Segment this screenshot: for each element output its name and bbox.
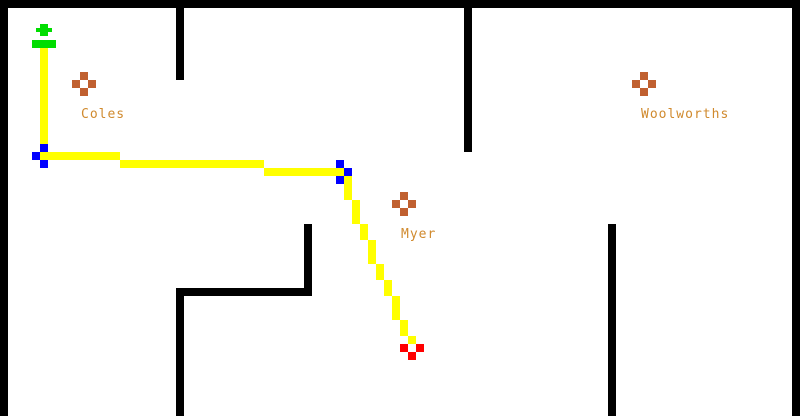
store-diamond-icon	[632, 72, 656, 96]
store-label-myer: Myer	[401, 227, 437, 242]
wall-inner-horizontal	[176, 288, 312, 296]
store-diamond-icon	[392, 192, 416, 216]
waypoint-cross-icon	[32, 144, 48, 168]
store-label-woolworths: Woolworths	[641, 107, 730, 122]
waypoint-cross-icon	[336, 160, 352, 184]
route-segment	[392, 296, 400, 320]
route-segment	[344, 176, 352, 200]
wall-right	[792, 0, 800, 416]
wall-woolworths-divider	[464, 8, 472, 152]
store-label-coles: Coles	[81, 107, 126, 122]
route-path	[40, 40, 416, 344]
destination-cross-icon	[400, 344, 424, 360]
route-segment	[120, 160, 264, 168]
wall-inner-lower-left	[176, 288, 184, 416]
route-segment	[360, 224, 368, 240]
store-diamond-icon	[72, 72, 96, 96]
start-arrow-icon	[32, 24, 56, 48]
wall-inner-vertical	[304, 224, 312, 296]
route-segment	[352, 200, 360, 224]
wall-lower-right	[608, 224, 616, 416]
route-segment	[400, 320, 408, 336]
route-segment	[408, 336, 416, 344]
route-segment	[40, 152, 120, 160]
route-segment	[384, 280, 392, 296]
route-segment	[376, 264, 384, 280]
route-segment	[368, 240, 376, 264]
wall-left	[0, 0, 8, 416]
route-segment	[264, 168, 344, 176]
wall-top	[0, 0, 800, 8]
wall-coles-divider	[176, 8, 184, 80]
route-segment	[40, 40, 48, 152]
